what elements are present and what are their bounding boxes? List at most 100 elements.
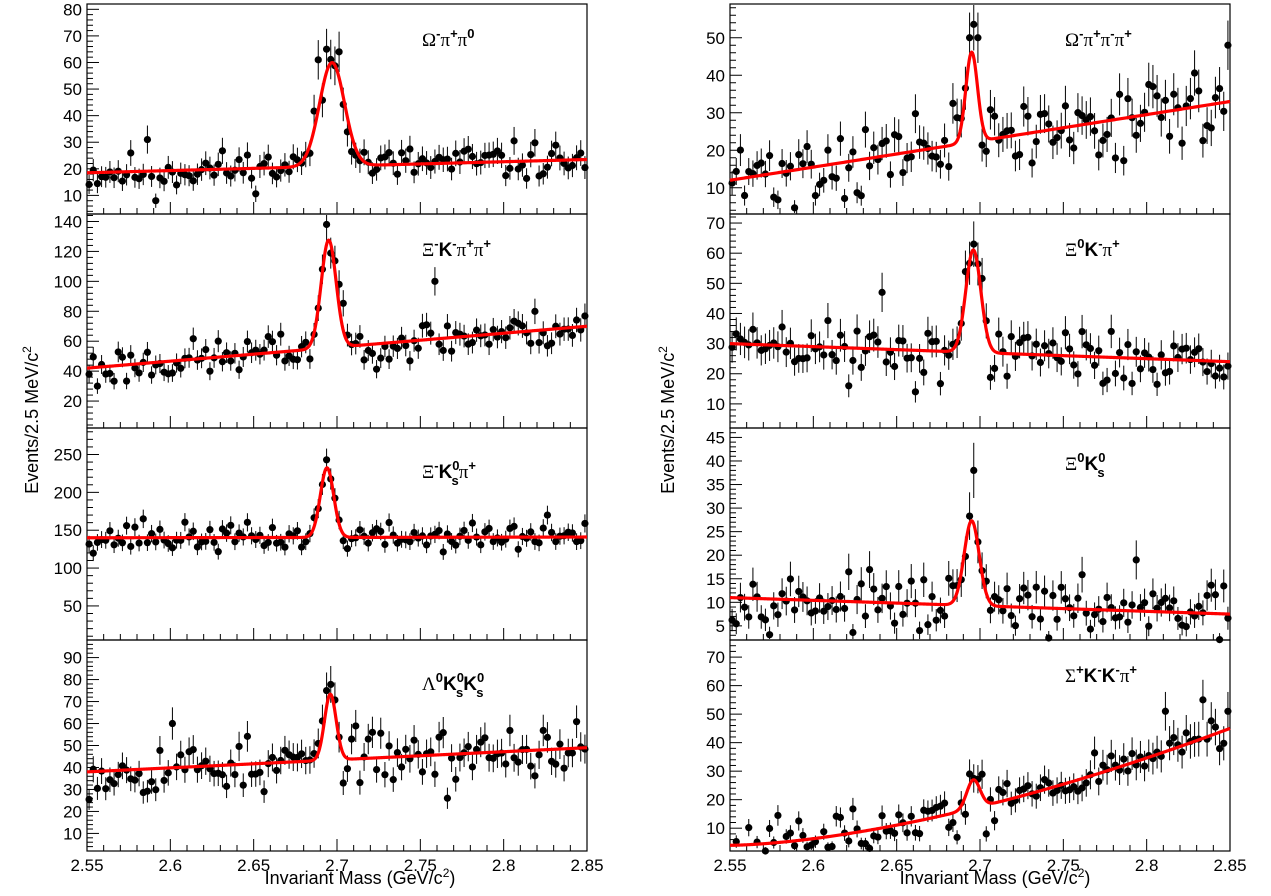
data-point bbox=[1086, 625, 1095, 633]
data-point bbox=[122, 522, 131, 530]
data-point bbox=[945, 351, 953, 359]
channel-label-part: - bbox=[436, 26, 440, 41]
data-point bbox=[1007, 126, 1015, 134]
y-tick-label: 25 bbox=[706, 523, 725, 542]
y-tick-label: 50 bbox=[706, 705, 725, 724]
data-point bbox=[485, 340, 493, 348]
data-point bbox=[297, 750, 306, 758]
data-point bbox=[1103, 130, 1111, 139]
y-tick-label: 100 bbox=[54, 559, 82, 578]
data-point bbox=[1207, 581, 1215, 589]
data-point bbox=[489, 326, 497, 334]
y-tick-label: 5 bbox=[716, 617, 725, 636]
data-point bbox=[978, 770, 986, 778]
data-point bbox=[452, 775, 460, 783]
data-point bbox=[1090, 610, 1099, 619]
data-point bbox=[377, 527, 385, 536]
data-point bbox=[1053, 133, 1061, 142]
data-point bbox=[920, 139, 928, 147]
data-point bbox=[381, 540, 389, 549]
data-point bbox=[732, 620, 740, 628]
y-tick-label: 30 bbox=[63, 780, 82, 799]
data-point bbox=[127, 351, 135, 359]
data-point bbox=[1149, 365, 1157, 374]
data-point bbox=[339, 779, 347, 787]
y-tick-label: 60 bbox=[63, 332, 82, 351]
data-point bbox=[472, 326, 481, 334]
y-tick-label: 60 bbox=[63, 715, 82, 734]
data-point bbox=[890, 362, 899, 371]
data-point bbox=[302, 538, 310, 546]
data-point bbox=[1061, 329, 1070, 337]
channel-label-part: Ω bbox=[422, 30, 436, 51]
data-point bbox=[93, 382, 102, 390]
data-point bbox=[1203, 591, 1211, 600]
y-tick-label: 90 bbox=[63, 649, 82, 668]
data-point bbox=[1182, 622, 1190, 631]
data-point bbox=[932, 616, 940, 624]
data-point bbox=[799, 160, 807, 168]
panel-frame bbox=[86, 639, 588, 852]
data-point bbox=[410, 736, 418, 744]
data-point bbox=[1057, 357, 1065, 365]
data-point bbox=[247, 174, 256, 182]
data-point bbox=[556, 330, 564, 338]
data-point bbox=[803, 354, 811, 362]
data-point bbox=[978, 141, 986, 149]
data-point bbox=[535, 539, 543, 547]
data-point bbox=[110, 541, 118, 549]
data-point bbox=[1086, 112, 1095, 121]
data-point bbox=[106, 527, 114, 535]
data-point bbox=[870, 144, 878, 152]
data-point bbox=[1132, 556, 1140, 564]
data-point bbox=[135, 769, 143, 778]
channel-label-part: K bbox=[439, 240, 453, 261]
data-point bbox=[427, 329, 435, 337]
data-point bbox=[202, 757, 210, 765]
data-point bbox=[1095, 151, 1103, 159]
data-point bbox=[861, 612, 870, 620]
data-point bbox=[728, 343, 736, 351]
y-tick-label: 10 bbox=[63, 824, 82, 843]
data-point bbox=[502, 760, 510, 768]
data-point bbox=[372, 766, 381, 774]
fit-curve bbox=[86, 61, 588, 175]
data-point bbox=[118, 539, 127, 547]
data-point bbox=[277, 538, 285, 546]
data-point bbox=[911, 110, 920, 118]
data-point bbox=[439, 729, 447, 737]
left-x-axis-title-close: ) bbox=[449, 868, 455, 888]
data-point bbox=[1124, 618, 1132, 626]
x-tick-label: 2.6 bbox=[159, 856, 183, 875]
y-tick-label: 10 bbox=[706, 819, 725, 838]
data-point bbox=[222, 782, 231, 790]
data-point bbox=[93, 784, 102, 792]
y-tick-label: 20 bbox=[706, 365, 725, 384]
data-point bbox=[936, 606, 945, 615]
data-point bbox=[1170, 733, 1178, 742]
data-point bbox=[127, 542, 135, 551]
data-point bbox=[774, 196, 782, 204]
data-point bbox=[849, 356, 857, 365]
data-point bbox=[878, 288, 886, 296]
data-point bbox=[1186, 95, 1195, 103]
panel-xi-ks-pi: 50 100 150 200 250 Ξ-K0 sπ+ bbox=[54, 427, 589, 641]
data-point bbox=[1153, 604, 1161, 612]
data-point bbox=[945, 574, 953, 582]
data-point bbox=[845, 837, 853, 845]
data-point bbox=[765, 824, 774, 833]
data-point bbox=[915, 354, 924, 362]
y-tick-label: 150 bbox=[54, 521, 82, 540]
data-point bbox=[135, 369, 143, 377]
channel-label-part: + bbox=[1076, 662, 1084, 677]
x-tick-label: 2.85 bbox=[570, 856, 603, 875]
channel-label-part: 0 bbox=[452, 458, 459, 473]
x-tick-label: 2.8 bbox=[1135, 856, 1159, 875]
data-point bbox=[895, 811, 903, 819]
data-point bbox=[1065, 136, 1074, 144]
data-point bbox=[452, 149, 460, 157]
data-point bbox=[836, 592, 845, 601]
data-point bbox=[1049, 138, 1057, 146]
